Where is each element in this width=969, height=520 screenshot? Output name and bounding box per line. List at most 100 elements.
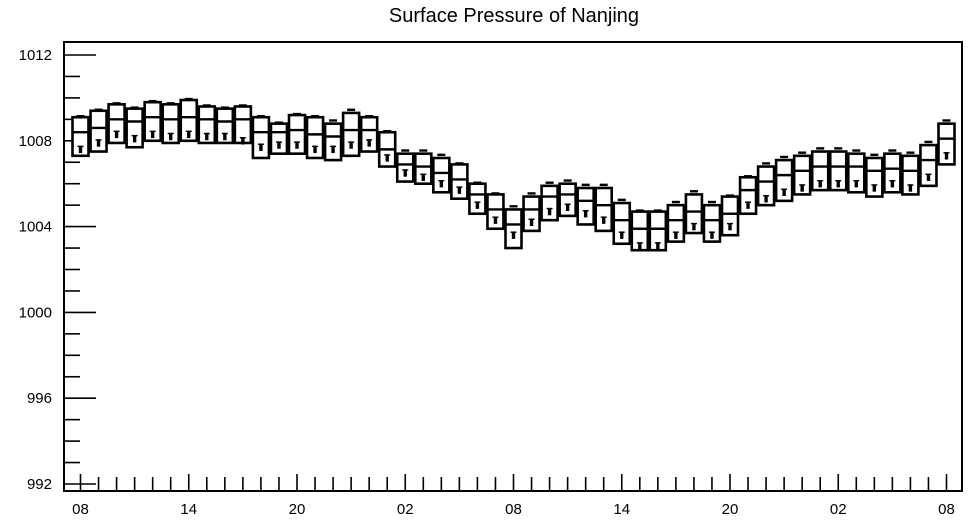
box-marker-stem [439,179,444,188]
box-marker-stem [602,216,606,224]
box-item [558,179,577,218]
box-item [251,115,271,160]
box-body [468,182,487,216]
box-marker-stem [493,216,498,224]
x-tick-label: 20 [289,501,306,518]
axis-ticks [64,54,948,491]
x-tick-label: 02 [830,501,847,518]
box-body [684,193,704,235]
box-item [125,106,144,149]
box-item [468,181,487,216]
box-item [143,99,162,143]
x-tick-label: 08 [938,501,955,518]
box-item [720,194,740,237]
box-item [413,149,433,185]
box-body [901,154,920,196]
box-marker-stem [96,139,101,147]
box-body [323,122,343,162]
box-body [594,186,614,233]
box-marker-stem [692,222,696,231]
box-marker-stem [674,231,678,239]
box-body [792,154,812,196]
box-item [594,183,614,233]
box-item [576,183,595,226]
box-item [179,97,199,143]
box-body [558,182,577,218]
box-item [937,119,956,166]
box-item [107,102,126,145]
box-marker-stem [277,141,281,149]
box-item [846,149,866,194]
x-tick-label: 08 [505,501,522,518]
box-body [269,122,289,155]
x-tick-label: 14 [180,501,197,518]
box-marker-stem [385,154,389,162]
box-body [774,158,794,203]
box-marker-stem [710,231,714,239]
box-marker-stem [78,145,83,154]
box-marker-stem [349,141,353,149]
x-tick-label: 02 [397,501,414,518]
box-item [792,151,812,196]
box-body [810,150,830,192]
box-item [215,106,235,145]
box-item [522,192,541,233]
box-marker-stem [421,173,425,181]
y-tick-label: 1012 [19,47,52,64]
box-marker-stem [908,184,913,192]
box-marker-stem [746,201,750,209]
box-body [937,122,956,166]
box-marker-stem [620,231,624,239]
box-body [341,111,361,158]
box-item [287,112,307,155]
box-item [305,115,325,160]
box-marker-stem [295,141,299,149]
box-item [630,209,650,252]
box-body [828,150,848,192]
box-marker-stem [764,195,768,203]
box-marker-stem [656,242,660,250]
box-marker-stem [511,231,516,239]
box-body [540,184,559,222]
box-marker-stem [475,201,480,209]
y-tick-label: 1008 [19,133,52,150]
box-item [612,198,632,246]
box-body [666,203,686,243]
box-marker-stem [132,134,137,143]
box-body [432,156,451,194]
box-item [684,190,704,235]
box-item [323,119,343,162]
box-item [395,149,415,183]
x-tick-label: 08 [72,501,89,518]
x-tick-label: 20 [722,501,739,518]
box-item [883,149,902,194]
box-body [919,143,938,188]
box-marker-stem [205,132,209,141]
box-marker-stem [890,179,895,188]
box-marker-stem [403,169,407,177]
box-item [504,205,523,250]
box-item [233,104,253,145]
box-item [197,104,217,145]
box-body [883,152,902,194]
box-item [71,115,90,158]
box-item [702,200,722,243]
box-marker-stem [457,186,462,194]
box-item [738,175,758,216]
box-marker-stem [782,188,786,196]
box-item [756,162,776,207]
box-marker-stem [854,179,858,188]
box-item [540,181,559,222]
box-body [865,156,884,198]
box-body [756,165,776,207]
box-marker-stem [150,130,155,139]
y-tick-label: 1000 [19,304,52,321]
box-body [702,203,722,243]
box-marker-stem [169,132,173,141]
box-body [612,201,632,246]
box-marker-stem [836,179,840,188]
box-marker-stem [187,130,191,139]
box-item [341,108,361,158]
box-marker-stem [926,173,931,181]
box-marker-stem [259,143,263,151]
